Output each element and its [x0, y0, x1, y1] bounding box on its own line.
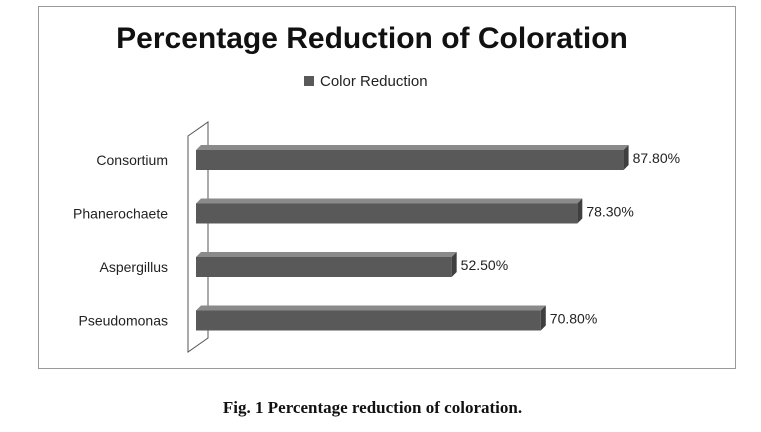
bar	[196, 145, 629, 170]
data-label: 52.50%	[461, 257, 508, 273]
data-label: 78.30%	[586, 204, 633, 220]
bar-front-face	[196, 203, 578, 224]
category-label: Pseudomonas	[78, 313, 168, 329]
bar-chart: Percentage Reduction of Coloration Color…	[73, 22, 680, 353]
bar-front-face	[196, 310, 541, 331]
bar-front-face	[196, 257, 452, 277]
bar-end-face	[623, 145, 629, 170]
category-label: Phanerochaete	[73, 206, 168, 222]
figure-caption: Fig. 1 Percentage reduction of coloratio…	[222, 398, 523, 417]
legend-label: Color Reduction	[320, 73, 428, 90]
bar	[196, 198, 583, 224]
legend: Color Reduction	[304, 73, 428, 90]
bar-top-face	[196, 252, 457, 257]
bar	[196, 305, 546, 331]
bar-top-face	[196, 305, 546, 311]
bar-top-face	[196, 145, 629, 150]
bar-end-face	[540, 305, 546, 331]
bar-end-face	[451, 252, 457, 277]
bars-layer	[196, 145, 629, 331]
category-labels: Consortium Phanerochaete Aspergillus Pseudo…	[73, 152, 168, 329]
chart-title: Percentage Reduction of Coloration	[116, 22, 628, 55]
category-label: Consortium	[96, 152, 168, 168]
bar-top-face	[196, 198, 583, 204]
category-label: Aspergillus	[100, 259, 168, 275]
axis-wall	[187, 121, 209, 353]
legend-swatch	[304, 76, 314, 86]
bar-end-face	[577, 198, 583, 224]
bar	[196, 252, 457, 277]
value-labels: 87.80% 78.30% 52.50% 70.80%	[461, 150, 680, 327]
data-label: 70.80%	[550, 311, 597, 327]
data-label: 87.80%	[633, 150, 680, 166]
bar-front-face	[196, 150, 624, 170]
